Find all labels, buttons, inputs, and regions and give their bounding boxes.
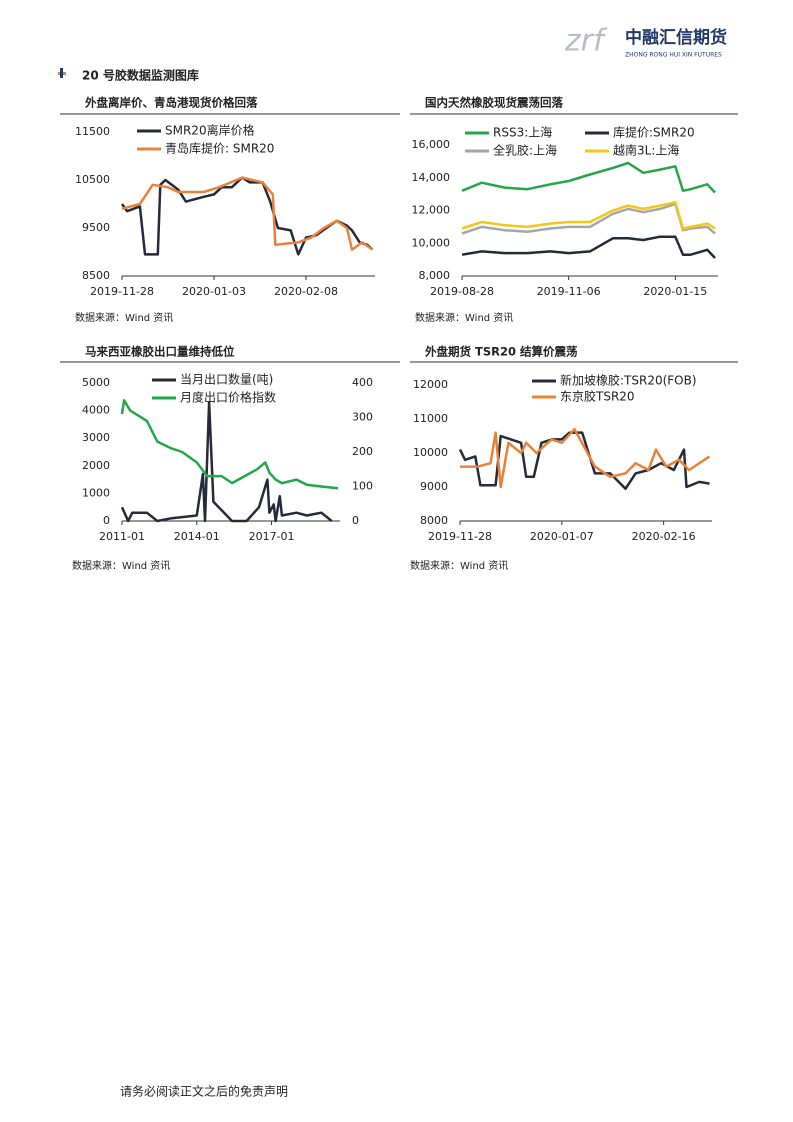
y-tick-label: 8000 <box>420 514 448 527</box>
footer: 请务必阅读正文之后的免责声明 <box>120 1084 288 1099</box>
x-tick-label: 2019-08-28 <box>430 285 494 298</box>
x-tick-label: 2017-01 <box>249 530 295 543</box>
series-line <box>461 202 716 235</box>
logo-mark: zrf <box>564 24 608 59</box>
y-tick-label: 10500 <box>75 173 110 186</box>
y-tick-label: 12000 <box>413 378 448 391</box>
source-note: 数据来源：Wind 资讯 <box>72 559 170 572</box>
y-tick-label: 10,000 <box>412 236 451 249</box>
y-tick-label: 2000 <box>82 459 110 472</box>
logo-cn: 中融汇信期货 <box>625 27 727 48</box>
y-tick-label: 12,000 <box>412 204 451 217</box>
y-tick-label: 0 <box>103 514 110 527</box>
section-title: 20 号胶数据监测图库 <box>82 68 199 83</box>
y-tick-label: 11000 <box>413 412 448 425</box>
legend-label: 新加坡橡胶:TSR20(FOB) <box>560 373 697 388</box>
x-tick-label: 2020-01-07 <box>530 530 594 543</box>
legend-label: RSS3:上海 <box>493 125 552 140</box>
y-tick-label: 16,000 <box>412 138 451 151</box>
legend-label: 青岛库提价: SMR20 <box>165 141 274 156</box>
x-tick-label: 2020-02-16 <box>632 530 696 543</box>
legend-label: 库提价:SMR20 <box>613 125 695 140</box>
chart-title: 国内天然橡胶现货震荡回落 <box>425 96 563 110</box>
source-note: 数据来源：Wind 资讯 <box>75 311 173 324</box>
y-tick-label: 14,000 <box>412 171 451 184</box>
legend-label: 东京胶TSR20 <box>560 389 635 404</box>
series-line <box>121 176 374 251</box>
source-note: 数据来源：Wind 资讯 <box>415 311 513 324</box>
y-tick-label: 11500 <box>75 125 110 138</box>
legend-label: 月度出口价格指数 <box>180 390 276 405</box>
series-line <box>461 201 716 230</box>
y2-tick-label: 400 <box>352 376 373 389</box>
x-tick-label: 2020-02-08 <box>274 285 338 298</box>
legend-label: 当月出口数量(吨) <box>180 372 273 387</box>
y-tick-label: 8,000 <box>419 269 451 282</box>
y-tick-label: 5000 <box>82 376 110 389</box>
y-tick-label: 4000 <box>82 404 110 417</box>
x-tick-label: 2019-11-28 <box>90 285 154 298</box>
chart-title: 马来西亚橡胶出口量维持低位 <box>85 345 235 359</box>
x-tick-label: 2020-01-15 <box>643 285 707 298</box>
y2-tick-label: 300 <box>352 411 373 424</box>
series-line <box>120 176 374 256</box>
x-tick-label: 2011-01 <box>99 530 145 543</box>
section-icon <box>58 68 66 78</box>
x-tick-label: 2019-11-06 <box>537 285 601 298</box>
series-line <box>460 427 711 489</box>
series-line <box>120 401 333 523</box>
y-tick-label: 10000 <box>413 446 448 459</box>
series-line <box>461 161 716 194</box>
y-tick-label: 1000 <box>82 486 110 499</box>
legend-label: SMR20离岸价格 <box>165 123 255 138</box>
source-note: 数据来源：Wind 资讯 <box>410 559 508 572</box>
y2-tick-label: 200 <box>352 445 373 458</box>
chart-title: 外盘离岸价、青岛港现货价格回落 <box>84 96 258 110</box>
y-tick-label: 3000 <box>82 431 110 444</box>
y2-tick-label: 100 <box>352 480 373 493</box>
chart-title: 外盘期货 TSR20 结算价震荡 <box>424 345 578 359</box>
y-tick-label: 9000 <box>420 480 448 493</box>
y-tick-label: 9500 <box>82 221 110 234</box>
x-tick-label: 2019-11-28 <box>428 530 492 543</box>
x-tick-label: 2020-01-03 <box>182 285 246 298</box>
series-line <box>120 399 339 490</box>
legend-label: 越南3L:上海 <box>613 143 679 158</box>
y-tick-label: 8500 <box>82 269 110 282</box>
legend-label: 全乳胶:上海 <box>493 143 557 158</box>
series-line <box>458 431 710 490</box>
x-tick-label: 2014-01 <box>174 530 220 543</box>
series-line <box>461 235 716 259</box>
y2-tick-label: 0 <box>352 514 359 527</box>
logo-en: ZHONG RONG HUI XIN FUTURES <box>625 52 722 59</box>
